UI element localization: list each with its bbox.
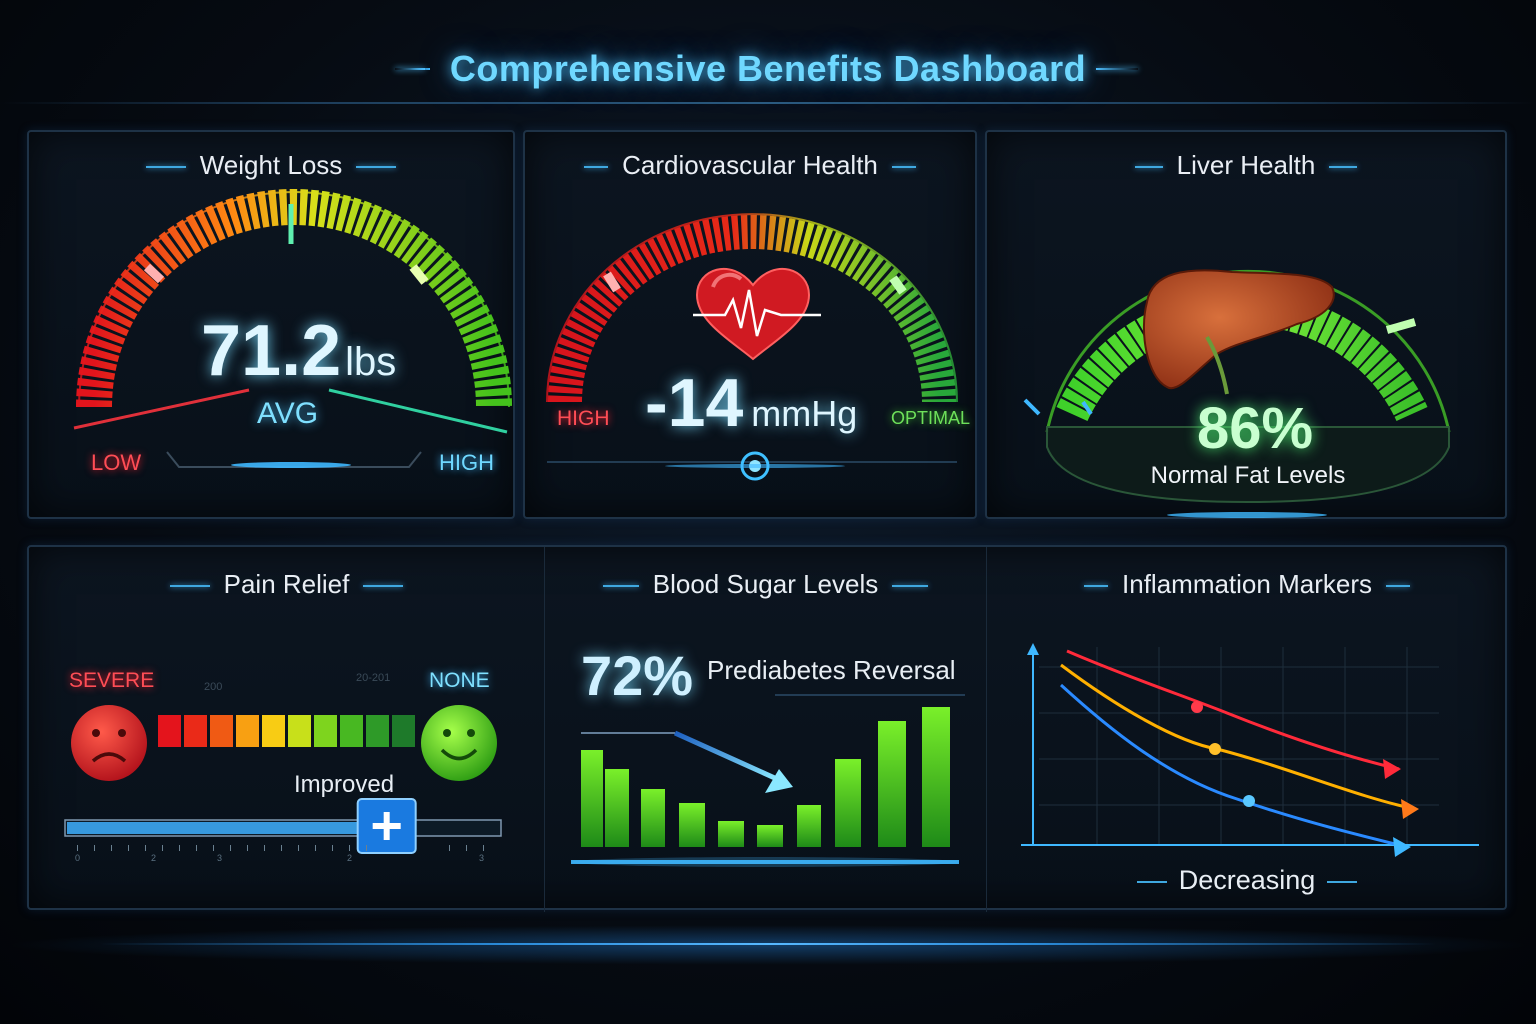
liver-title: Liver Health	[987, 150, 1505, 181]
blood-sugar-caption: Prediabetes Reversal	[707, 655, 956, 685]
trend-arrow-icon	[673, 730, 793, 793]
cardio-gauge	[546, 213, 958, 481]
weight-loss-panel: Weight Loss 71.2 lbs AVG LOW HIGH	[27, 130, 515, 519]
blood-sugar-title: Blood Sugar Levels	[545, 569, 986, 600]
title-divider	[0, 102, 1536, 104]
pain-relief-title: Pain Relief	[29, 569, 544, 600]
pain-tick-labels: 0 2 3 2 3	[75, 853, 485, 863]
inflammation-section: Inflammation Markers Decreasing	[987, 547, 1507, 912]
weight-loss-title: Weight Loss	[29, 150, 513, 181]
bottom-panel: Pain Relief SEVERE NONE 200 20-201	[27, 545, 1507, 912]
pain-improved-label: Improved	[294, 771, 395, 798]
pain-faint-right: 20-201	[356, 672, 391, 684]
cardio-panel: Cardiovascular Health -14 mmHg HIGH OPTIM…	[523, 130, 977, 519]
weight-loss-sub: AVG	[257, 397, 319, 430]
weight-loss-value: 71.2 lbs	[201, 311, 397, 391]
pain-faint-left: 200	[204, 681, 223, 693]
cardio-high-label: HIGH	[557, 407, 610, 430]
pulse-line	[693, 289, 821, 337]
cardio-title: Cardiovascular Health	[525, 150, 975, 181]
happy-face-icon	[421, 705, 497, 781]
footer-glow	[0, 925, 1536, 965]
inflammation-title: Inflammation Markers	[987, 569, 1507, 600]
pain-level-bar	[158, 715, 415, 747]
footer-line	[100, 943, 1436, 945]
inflammation-chart	[1021, 643, 1479, 857]
liver-value: 86%	[1197, 396, 1314, 461]
liver-gauge	[1023, 269, 1451, 518]
inflammation-caption: Decreasing	[987, 865, 1507, 896]
blood-sugar-chart	[571, 694, 965, 867]
pain-scale	[64, 705, 502, 854]
weight-loss-high-label: HIGH	[439, 450, 494, 475]
weight-loss-low-label: LOW	[91, 450, 142, 475]
page-title: Comprehensive Benefits Dashboard	[449, 48, 1087, 89]
cardio-optimal-label: OPTIMAL	[891, 408, 971, 428]
cardio-value: -14 mmHg	[645, 365, 858, 441]
weight-loss-gauge	[73, 189, 512, 468]
sad-face-icon	[71, 705, 147, 781]
liver-panel: Liver Health 86% Normal Fat Levels	[985, 130, 1507, 519]
liver-caption: Normal Fat Levels	[1150, 462, 1346, 489]
liver-icon	[1143, 269, 1335, 395]
blood-sugar-value: 72%	[581, 644, 694, 707]
pain-slider-thumb[interactable]	[356, 798, 417, 854]
blood-sugar-section: Blood Sugar Levels 72% Prediabetes Rever…	[544, 547, 987, 912]
pain-severe-label: SEVERE	[69, 669, 155, 692]
pain-relief-section: Pain Relief SEVERE NONE 200 20-201	[29, 547, 544, 912]
pain-none-label: NONE	[429, 669, 490, 692]
